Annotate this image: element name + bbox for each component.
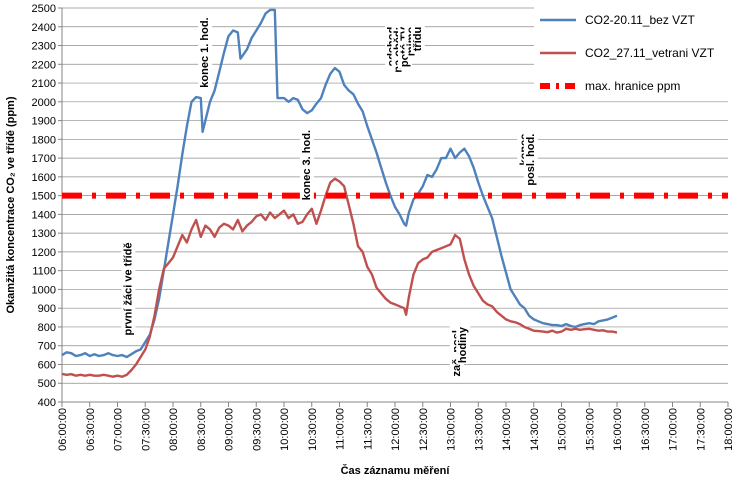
y-tick-label: 900: [38, 303, 56, 315]
x-tick-label: 07:30:00: [140, 408, 152, 451]
x-tick-label: 11:30:00: [362, 408, 374, 450]
annotation: konec 1. hod.: [198, 16, 213, 89]
y-tick-label: 1400: [32, 209, 56, 221]
x-tick-label: 06:30:00: [85, 408, 97, 451]
x-tick-label: 11:00:00: [335, 408, 347, 450]
y-tick-label: 2400: [32, 22, 56, 34]
x-tick-label: 12:30:00: [418, 408, 430, 451]
x-tick-label: 15:30:00: [584, 408, 596, 451]
series-line-2: [61, 177, 618, 378]
x-tick-label: 16:00:00: [612, 408, 624, 451]
annotation-text: hodiny: [457, 326, 469, 363]
x-tick-label: 16:30:00: [640, 408, 652, 451]
y-tick-label: 500: [38, 378, 56, 390]
y-tick-label: 1900: [32, 116, 56, 128]
annotation: konec 3. hod.: [299, 129, 314, 202]
y-tick-label: 1100: [32, 266, 56, 278]
annotation-background: [299, 129, 314, 202]
x-tick-label: 12:00:00: [390, 408, 402, 451]
y-tick-label: 2500: [32, 3, 56, 15]
annotation: hodiny: [456, 325, 471, 365]
annotation: první žáci ve třídě: [121, 241, 136, 337]
y-tick-label: 1600: [32, 172, 56, 184]
annotation-background: [198, 16, 213, 89]
x-tick-label: 13:00:00: [446, 408, 458, 451]
y-tick-label: 1200: [32, 247, 56, 259]
annotation-background: [456, 325, 471, 365]
annotation-text: konec 1. hod.: [199, 17, 211, 87]
annotation-text: první žáci ve třídě: [122, 243, 134, 336]
y-tick-label: 800: [38, 322, 56, 334]
legend: CO2-20.11_bez VZT CO2_27.11_vetrani VZT ma…: [534, 2, 734, 100]
annotation-background: [121, 241, 136, 337]
legend-entry-1: CO2-20.11_bez VZT: [585, 13, 695, 27]
y-tick-label: 1500: [32, 191, 56, 203]
series-lines: [61, 8, 728, 378]
annotation-text: konec 3. hod.: [301, 130, 313, 200]
legend-entry-2: CO2_27.11_vetrani VZT: [585, 46, 715, 60]
x-tick-label: 17:30:00: [695, 408, 707, 451]
x-tick-label: 08:00:00: [168, 408, 180, 451]
y-tick-label: 1800: [32, 134, 56, 146]
y-tick-label: 700: [38, 341, 56, 353]
y-tick-label: 2000: [32, 97, 56, 109]
x-tick-label: 18:00:00: [723, 408, 735, 451]
y-axis-label: Okamžitá koncentrace CO₂ ve třídě (ppm): [5, 96, 17, 313]
y-tick-label: 600: [38, 359, 56, 371]
y-tick-labels: 400 500 600 700 800 900 1000 1100 1200 1300 1400 15…: [32, 3, 56, 409]
y-tick-label: 1300: [32, 228, 56, 240]
x-tick-label: 10:00:00: [279, 408, 291, 451]
legend-entry-3: max. hranice ppm: [585, 79, 680, 93]
x-axis-label: Čas záznamu měření: [341, 464, 451, 477]
y-tick-label: 2100: [32, 78, 56, 90]
x-tick-labels: 06:00:00 06:30:00 07:00:00 07:30:00 08:00:00…: [57, 408, 735, 451]
axes: [58, 7, 729, 407]
x-tick-label: 10:30:00: [307, 408, 319, 451]
y-tick-label: 2200: [32, 59, 56, 71]
annotation-background: [523, 132, 538, 187]
x-tick-label: 15:00:00: [557, 408, 569, 451]
annotation-text: třídu: [412, 27, 424, 51]
y-tick-label: 400: [38, 397, 56, 409]
x-tick-label: 09:00:00: [224, 408, 236, 451]
x-tick-label: 06:00:00: [57, 408, 69, 451]
y-tick-label: 2300: [32, 41, 56, 53]
x-tick-label: 09:30:00: [251, 408, 263, 451]
annotation-text: posl. hod.: [525, 134, 537, 186]
x-tick-label: 07:00:00: [113, 408, 125, 451]
annotation-background: [410, 25, 425, 53]
x-tick-label: 14:30:00: [529, 408, 541, 451]
y-tick-label: 1700: [32, 153, 56, 165]
annotation: třídu: [410, 25, 425, 53]
x-tick-label: 14:00:00: [501, 408, 513, 451]
x-tick-label: 08:30:00: [196, 408, 208, 451]
x-tick-label: 13:30:00: [473, 408, 485, 451]
annotation: posl. hod.: [523, 132, 538, 187]
y-tick-label: 1000: [32, 284, 56, 296]
x-tick-label: 17:00:00: [668, 408, 680, 451]
annotations: první žáci ve třídě konec 1. hod. konec 3.…: [121, 16, 538, 378]
